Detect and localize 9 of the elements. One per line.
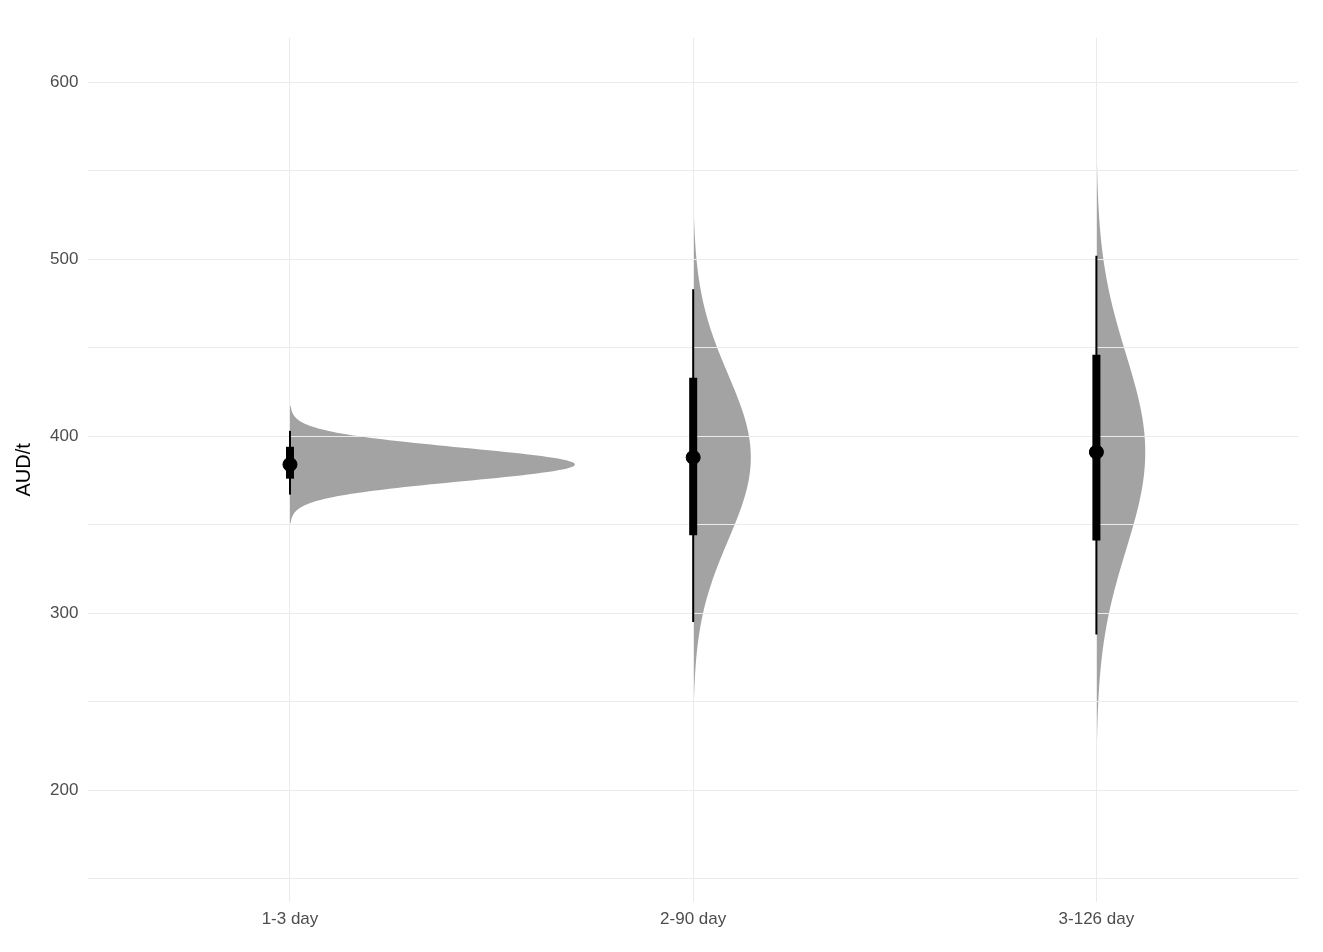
y-tick-label: 500 [49, 248, 79, 268]
x-tick-label: 1-3 day [261, 909, 319, 929]
x-tick-label: 2-90 day [660, 909, 727, 929]
y-tick-label: 200 [49, 779, 79, 799]
x-tick-label: 3-126 day [1058, 909, 1135, 929]
y-axis-title: AUD/t [11, 442, 34, 497]
y-tick-label: 300 [49, 602, 79, 622]
y-tick-label: 600 [49, 71, 79, 91]
y-tick-label: 400 [49, 425, 79, 445]
